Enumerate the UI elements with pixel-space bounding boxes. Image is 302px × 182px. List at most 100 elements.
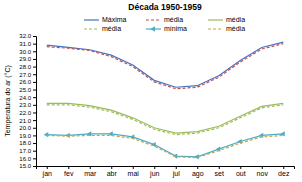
x-tick-mark [90, 166, 91, 169]
legend-label: média [164, 16, 183, 23]
x-tick-label: ago [192, 170, 204, 178]
x-tick: jan [42, 166, 52, 178]
y-tick-mark [33, 51, 36, 52]
y-tick: 19.0 [19, 133, 36, 139]
series-line [47, 134, 284, 157]
x-tick: abr [107, 166, 118, 177]
y-tick: 16.0 [19, 156, 36, 162]
series-line [47, 103, 284, 133]
x-tick-mark [111, 166, 112, 169]
y-tick-label: 26.0 [19, 79, 31, 85]
x-tick-label: out [236, 170, 246, 177]
y-tick: 27.0 [19, 72, 36, 78]
legend-swatch [208, 28, 223, 29]
y-tick-mark [33, 158, 36, 159]
x-tick: nov [257, 166, 269, 177]
legend-swatch [84, 28, 99, 29]
x-axis: janfevmarabrmaijunjulagosetoutnovdez [37, 166, 295, 178]
y-axis-line [33, 37, 37, 167]
x-tick-mark [219, 166, 220, 169]
y-tick-mark [33, 151, 36, 152]
series-group [44, 42, 285, 159]
y-tick-label: 20.0 [19, 125, 31, 131]
y-tick-mark [33, 59, 36, 60]
y-tick-label: 17.0 [19, 148, 31, 154]
y-axis-title: Temperatura do ar (°C) [4, 65, 12, 137]
y-tick: 32.0 [19, 33, 36, 39]
y-axis: 15.016.0 17.0 18.019.0 20.021.0 22.0 23.024.0… [19, 33, 36, 169]
y-tick: 20.0 [19, 125, 36, 131]
x-tick-label: mar [84, 170, 97, 177]
x-tick-label: mai [128, 170, 140, 177]
x-tick-label: fev [64, 170, 74, 177]
legend-label: média [226, 25, 245, 32]
y-tick: 23.0 [19, 102, 36, 108]
title: Década 1950-1959 [128, 2, 202, 12]
x-tick-mark [68, 166, 69, 169]
y-tick: 31.0 [19, 41, 36, 47]
x-tick: out [236, 166, 246, 177]
chart: 15.016.0 17.0 18.019.0 20.021.0 22.0 23.024.0… [0, 0, 302, 182]
legend-item: Máxima [84, 16, 127, 23]
x-tick-mark [283, 166, 284, 169]
legend-item: média [208, 16, 245, 23]
y-tick-mark [33, 44, 36, 45]
x-tick: mar [84, 166, 97, 177]
y-tick-label: 15.0 [19, 163, 31, 169]
legend-swatch [146, 19, 161, 20]
y-tick-mark [33, 143, 36, 144]
legend-marker [150, 26, 155, 31]
series-marker [65, 133, 70, 138]
legend: Máxima média média média mínima média [84, 16, 245, 32]
legend-label: média [226, 16, 245, 23]
legend-item: média [84, 25, 121, 32]
x-tick: mai [128, 166, 140, 177]
legend-label: mínima [164, 25, 187, 32]
y-tick-mark [33, 90, 36, 91]
y-tick-label: 19.0 [19, 133, 31, 139]
y-tick: 30.0 [19, 49, 36, 55]
y-tick-label: 18.0 [19, 140, 31, 146]
y-tick: 28.0 [19, 64, 36, 70]
y-tick-label: 16.0 [19, 156, 31, 162]
legend-label: média [102, 25, 121, 32]
y-tick-label: 25.0 [19, 87, 31, 93]
x-tick-mark [240, 166, 241, 169]
y-tick-label: 29.0 [19, 56, 31, 62]
y-tick-mark [33, 67, 36, 68]
x-axis-line [37, 167, 295, 170]
legend-swatch [208, 19, 223, 20]
legend-label: Máxima [102, 16, 127, 23]
y-tick: 22.0 [19, 110, 36, 116]
x-tick-label: nov [257, 170, 269, 177]
x-tick-label: set [215, 170, 224, 177]
x-tick-mark [47, 166, 48, 169]
plot: 15.016.0 17.0 18.019.0 20.021.0 22.0 23.024.0… [19, 33, 294, 178]
x-tick: jun [149, 166, 159, 178]
y-tick-mark [33, 128, 36, 129]
y-tick: 17.0 [19, 148, 36, 154]
y-tick-label: 32.0 [19, 33, 31, 39]
x-tick-mark [154, 166, 155, 169]
y-tick-mark [33, 112, 36, 113]
x-tick-label: abr [107, 170, 118, 177]
y-tick-label: 31.0 [19, 41, 31, 47]
x-tick: jul [172, 166, 180, 178]
x-tick: ago [192, 166, 204, 178]
y-tick-label: 24.0 [19, 95, 31, 101]
x-tick-mark [262, 166, 263, 169]
y-tick-mark [33, 74, 36, 75]
legend-item: mínima [146, 25, 187, 32]
series-marker [151, 142, 156, 147]
y-tick: 25.0 [19, 87, 36, 93]
x-tick-mark [133, 166, 134, 169]
y-tick-label: 30.0 [19, 49, 31, 55]
y-tick: 29.0 [19, 56, 36, 62]
series-line [47, 44, 284, 89]
x-tick-label: jun [149, 170, 159, 178]
y-tick: 18.0 [19, 140, 36, 146]
series-line [47, 135, 284, 157]
x-tick-mark [197, 166, 198, 169]
y-tick: 15.0 [19, 163, 36, 169]
y-tick-label: 21.0 [19, 118, 31, 124]
